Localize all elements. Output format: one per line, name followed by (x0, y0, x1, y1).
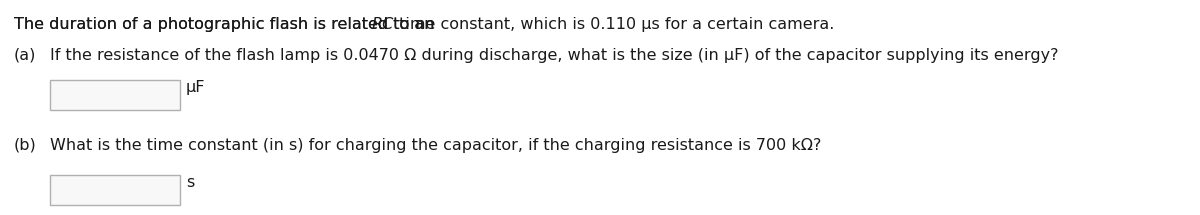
Text: (a): (a) (14, 48, 36, 63)
Bar (50, 175, 180, 205)
Text: RC: RC (372, 17, 395, 32)
Text: μF: μF (186, 80, 205, 95)
Text: time constant, which is 0.110 μs for a certain camera.: time constant, which is 0.110 μs for a c… (394, 17, 834, 32)
Text: What is the time constant (in s) for charging the capacitor, if the charging res: What is the time constant (in s) for cha… (50, 138, 821, 153)
Text: s: s (186, 175, 194, 190)
Text: The duration of a photographic flash is related to an: The duration of a photographic flash is … (14, 17, 439, 32)
Text: The duration of a photographic flash is related to an: The duration of a photographic flash is … (14, 17, 439, 32)
Text: (b): (b) (14, 138, 37, 153)
Text: If the resistance of the flash lamp is 0.0470 Ω during discharge, what is the si: If the resistance of the flash lamp is 0… (50, 48, 1058, 63)
Bar (50, 80, 180, 110)
